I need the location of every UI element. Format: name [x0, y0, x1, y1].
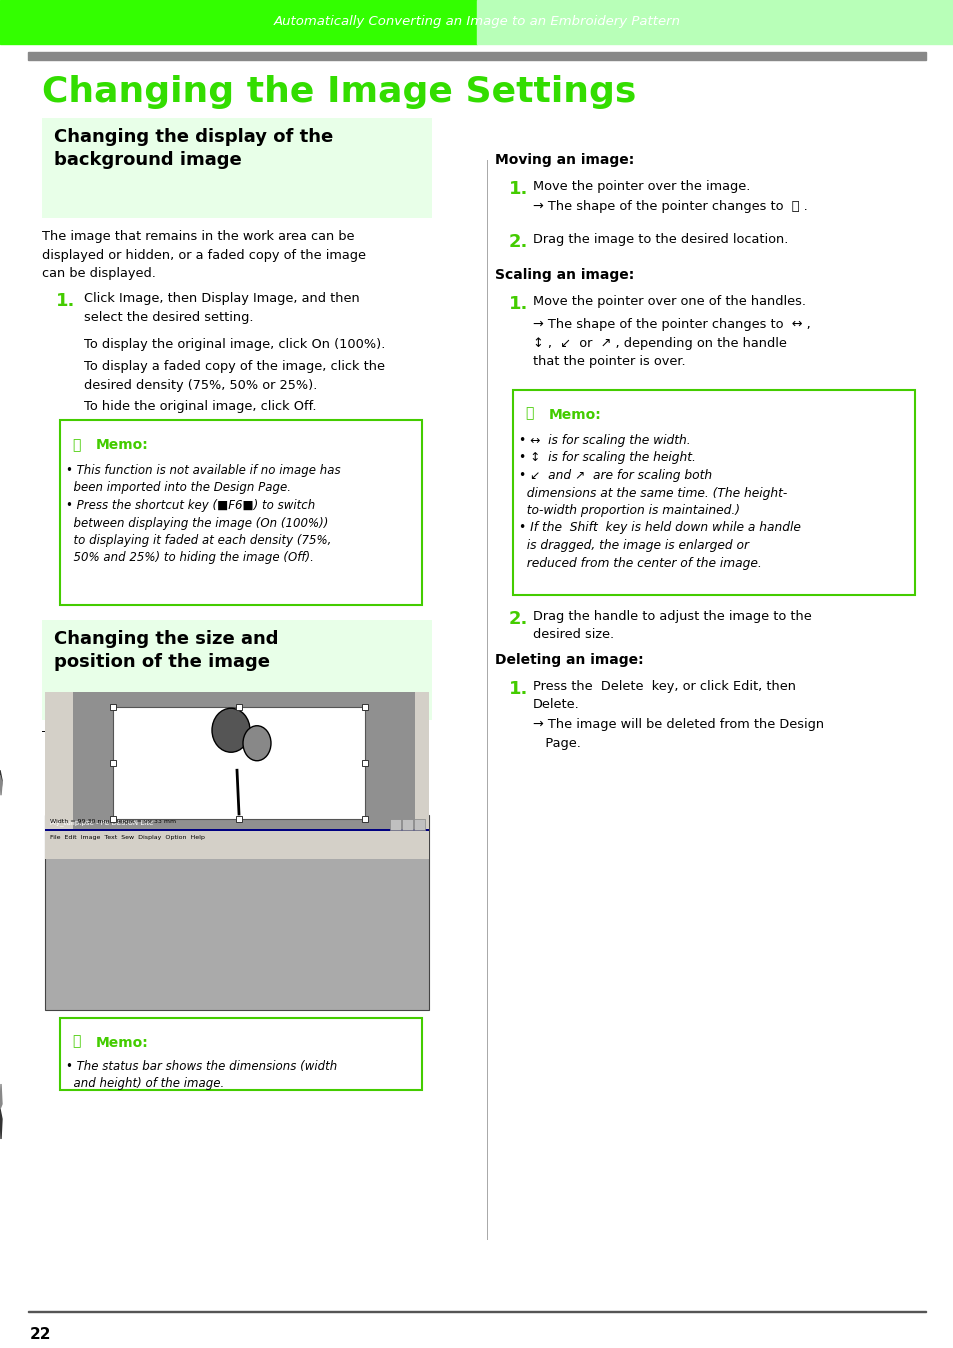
Bar: [112, 706, 365, 820]
Text: Move the pointer over the image.: Move the pointer over the image.: [533, 181, 750, 193]
Text: Memo:: Memo:: [96, 1037, 149, 1050]
Text: Drag the handle to adjust the image to the
desired size.: Drag the handle to adjust the image to t…: [533, 611, 811, 642]
Bar: [361, 816, 368, 822]
Text: File  Edit  Image  Text  Sew  Display  Option  Help: File Edit Image Text Sew Display Option …: [50, 836, 205, 841]
Text: 2.: 2.: [509, 611, 528, 628]
Bar: [45, 816, 429, 1010]
Text: 1.: 1.: [56, 758, 75, 776]
Text: To hide the original image, click Off.: To hide the original image, click Off.: [84, 400, 316, 412]
Ellipse shape: [243, 725, 271, 760]
Bar: [73, 692, 415, 829]
Text: Scaling an image:: Scaling an image:: [495, 268, 634, 282]
Text: • ↔  is for scaling the width.
• ↕  is for scaling the height.
• ↙  and ↗  are f: • ↔ is for scaling the width. • ↕ is for…: [518, 434, 800, 569]
Text: Changing the display of the
background image: Changing the display of the background i…: [54, 128, 333, 168]
Bar: [45, 816, 429, 829]
Text: Click Image, then Modify.: Click Image, then Modify.: [84, 758, 246, 771]
Text: Move the pointer over one of the handles.: Move the pointer over one of the handles…: [533, 295, 805, 307]
Bar: [42, 119, 432, 218]
Text: Width = 99.30 mm; Height = 99.33 mm: Width = 99.30 mm; Height = 99.33 mm: [50, 820, 176, 825]
Text: To display a faded copy of the image, click the
desired density (75%, 50% or 25%: To display a faded copy of the image, cl…: [84, 360, 385, 391]
Polygon shape: [0, 775, 2, 795]
Bar: [45, 845, 429, 859]
Text: Press the  Delete  key, or click Edit, then
Delete.: Press the Delete key, or click Edit, the…: [533, 679, 795, 712]
Bar: [415, 692, 429, 829]
Text: Deleting an image:: Deleting an image:: [495, 652, 643, 667]
Bar: [361, 704, 368, 710]
Text: Memo:: Memo:: [96, 438, 149, 452]
Text: 1.: 1.: [509, 679, 528, 698]
Bar: [42, 620, 432, 720]
Text: → A red line and handles appear around the
   image.: → A red line and handles appear around t…: [84, 780, 369, 811]
Bar: [414, 820, 424, 830]
Bar: [0, 0, 476, 44]
Text: → The shape of the pointer changes to  ↔ ,
↕ ,  ↙  or  ↗ , depending on the hand: → The shape of the pointer changes to ↔ …: [533, 318, 810, 368]
Text: Changing the Image Settings: Changing the Image Settings: [42, 75, 636, 109]
Text: Changing the size and
position of the image: Changing the size and position of the im…: [54, 630, 278, 671]
Text: 22: 22: [30, 1326, 51, 1343]
Text: → The shape of the pointer changes to  ⤢ .: → The shape of the pointer changes to ⤢ …: [533, 200, 807, 213]
Bar: [486, 160, 488, 1240]
Polygon shape: [0, 770, 2, 790]
Bar: [60, 421, 421, 605]
Text: 📖: 📖: [71, 1034, 80, 1047]
Text: 1.: 1.: [509, 295, 528, 313]
Text: 📖: 📖: [524, 406, 533, 421]
Text: 1.: 1.: [56, 293, 75, 310]
Bar: [513, 390, 914, 594]
Text: • The status bar shows the dimensions (width
  and height) of the image.: • The status bar shows the dimensions (w…: [66, 1060, 337, 1091]
Bar: [361, 760, 368, 766]
Bar: [28, 53, 925, 61]
Text: 1.: 1.: [509, 181, 528, 198]
Text: Automatically Converting an Image to an Embroidery Pattern: Automatically Converting an Image to an …: [274, 15, 679, 28]
Text: • This function is not available if no image has
  been imported into the Design: • This function is not available if no i…: [66, 464, 340, 565]
Text: Moving an image:: Moving an image:: [495, 154, 634, 167]
Text: 📖: 📖: [71, 438, 80, 452]
Bar: [110, 704, 116, 710]
Bar: [235, 704, 242, 710]
Bar: [45, 816, 429, 830]
Ellipse shape: [212, 708, 250, 752]
Bar: [235, 816, 242, 822]
Bar: [476, 0, 953, 44]
Text: To display the original image, click On (100%).: To display the original image, click On …: [84, 338, 385, 350]
Bar: [45, 830, 429, 845]
Text: The size and position of the image can be adjusted.: The size and position of the image can b…: [42, 731, 377, 743]
Text: The image that remains in the work area can be
displayed or hidden, or a faded c: The image that remains in the work area …: [42, 231, 366, 280]
Polygon shape: [0, 1084, 2, 1109]
Text: 2.: 2.: [509, 233, 528, 251]
Text: My_tulip.pse - PE DESIGN Lite: My_tulip.pse - PE DESIGN Lite: [50, 820, 153, 826]
Text: Memo:: Memo:: [548, 408, 601, 422]
Bar: [60, 1018, 421, 1091]
Bar: [28, 1310, 925, 1312]
Polygon shape: [0, 1109, 2, 1139]
Text: Drag the image to the desired location.: Drag the image to the desired location.: [533, 233, 787, 245]
Bar: [401, 820, 413, 830]
Bar: [110, 816, 116, 822]
Text: Click Image, then Display Image, and then
select the desired setting.: Click Image, then Display Image, and the…: [84, 293, 359, 324]
Bar: [45, 692, 73, 829]
Bar: [110, 760, 116, 766]
Text: → The image will be deleted from the Design
   Page.: → The image will be deleted from the Des…: [533, 718, 823, 749]
Bar: [390, 820, 400, 830]
